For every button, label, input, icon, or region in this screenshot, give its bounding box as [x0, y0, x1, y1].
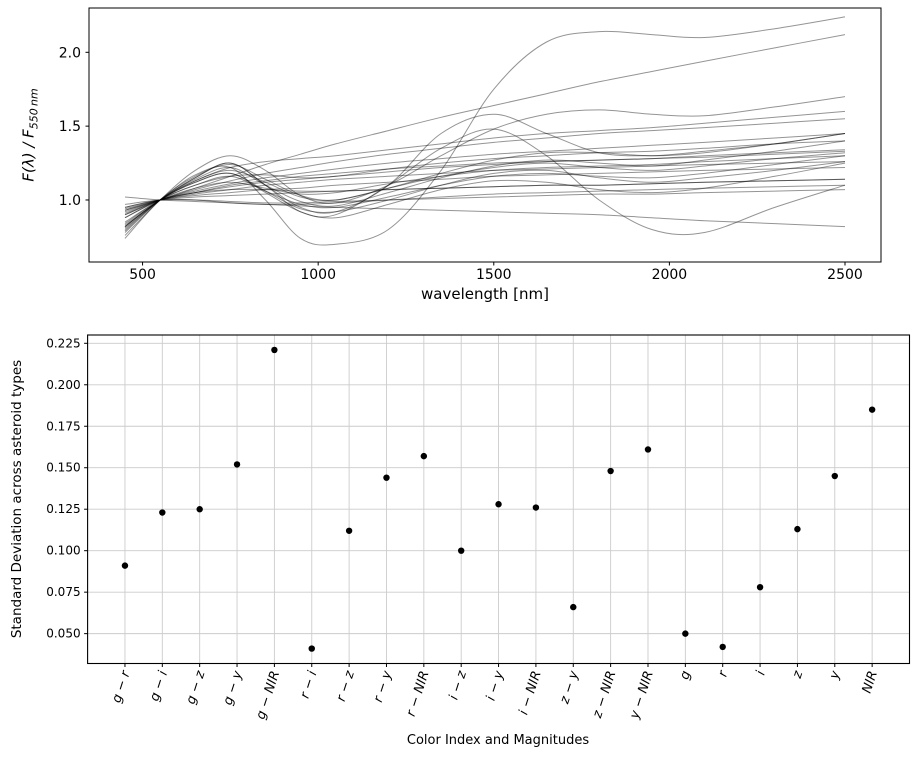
data-point [719, 643, 726, 651]
spectrum-line [124, 110, 846, 227]
spectrum-line [124, 128, 846, 236]
y-tick-label: 0.075 [46, 585, 80, 599]
spectra-chart: 500 1000 1500 2000 2500 1.0 1.5 2.0 [59, 7, 882, 283]
spectrum-line [124, 150, 846, 214]
top-ylabel-subscript: 550 nm [27, 88, 41, 130]
data-point [233, 461, 241, 468]
spectrum-line [124, 162, 846, 227]
spectrum-line [124, 113, 846, 233]
spectrum-line [124, 149, 846, 213]
x-tick-label: i − z [447, 668, 471, 702]
spectrum-line [124, 118, 846, 216]
y-tick-label: 0.225 [46, 336, 80, 350]
spectrum-line [124, 184, 846, 208]
x-tick-label: y − NIR [627, 669, 657, 722]
y-tick-label: 0.175 [46, 419, 80, 433]
data-point [495, 501, 502, 508]
spectrum-line [124, 152, 846, 230]
x-tick-label: 500 [129, 267, 156, 283]
x-tick-label: g − z [184, 668, 209, 706]
data-point [308, 645, 315, 652]
x-tick-label: g − NIR [253, 669, 283, 721]
bottom-chart-ylabel: Standard Deviation across asteroid types [9, 359, 25, 639]
y-tick-label: 1.0 [59, 193, 81, 209]
data-point [794, 525, 801, 533]
x-tick-label: g [677, 669, 694, 681]
spectrum-line [124, 178, 846, 208]
x-tick-label: 2000 [652, 267, 688, 283]
spectrum-line [124, 178, 846, 219]
x-tick-label: i − y [484, 669, 508, 703]
x-tick-label: r − z [334, 668, 358, 704]
top-plot-border [88, 7, 882, 263]
y-tick-label: 0.200 [46, 378, 80, 392]
x-tick-label: z − NIR [590, 669, 620, 721]
top-chart-xlabel: wavelength [nm] [421, 285, 549, 303]
y-tick-label: 0.125 [46, 502, 80, 516]
data-point [457, 547, 465, 554]
data-point [756, 583, 764, 591]
x-tick-label: 2500 [827, 267, 863, 283]
data-point [644, 446, 652, 453]
x-tick-label: r − i [298, 669, 321, 701]
spectrum-line [124, 196, 846, 228]
data-point [159, 509, 166, 516]
data-point [345, 527, 353, 534]
x-tick-label: 1000 [300, 267, 336, 283]
x-tick-label: i − NIR [516, 669, 544, 717]
stddev-scatter-chart: 0.050 0.075 0.100 0.125 0.150 0.175 0.200 0.225… [46, 334, 911, 722]
x-tick-label: g − r [109, 668, 134, 705]
spectrum-line [124, 96, 846, 236]
y-tick-label: 0.050 [46, 627, 80, 641]
data-point [682, 630, 689, 637]
y-tick-label: 0.150 [46, 461, 80, 475]
spectrum-line [124, 161, 846, 210]
spectrum-line [124, 133, 846, 216]
x-tick-label: y [827, 669, 844, 682]
spectrum-line [124, 167, 846, 211]
data-point [196, 506, 203, 513]
y-tick-label: 0.100 [46, 544, 80, 558]
top-chart-ylabel: F(λ) / F550 nm [20, 88, 41, 181]
data-point [271, 346, 278, 354]
x-tick-label: g − y [221, 669, 246, 707]
spectrum-line [124, 140, 846, 232]
x-tick-label: 1500 [476, 267, 512, 283]
top-ylabel-main: F(λ) / F [19, 129, 38, 182]
x-tick-label: z [790, 668, 807, 681]
spectrum-line [124, 155, 846, 219]
y-tick-label: 1.5 [59, 119, 81, 135]
data-point [831, 472, 838, 480]
bottom-chart-xlabel: Color Index and Magnitudes [406, 733, 590, 748]
x-tick-label: r − y [371, 669, 395, 705]
spectrum-line [124, 189, 846, 205]
x-tick-label: i [753, 669, 769, 677]
data-point [607, 467, 614, 475]
spectrum-line [124, 155, 846, 225]
data-point [570, 603, 577, 611]
x-tick-label: z − y [557, 669, 582, 707]
data-point [121, 562, 129, 569]
x-tick-label: g − i [147, 669, 171, 704]
spectrum-line [124, 34, 846, 211]
data-point [420, 452, 428, 460]
y-tick-label: 2.0 [59, 45, 81, 61]
spectrum-line [124, 16, 846, 246]
x-tick-label: r − NIR [404, 669, 433, 718]
data-point [532, 504, 540, 511]
x-tick-label: r [716, 668, 732, 679]
data-point [383, 474, 390, 481]
spectrum-line [124, 133, 846, 239]
x-tick-label: NIR [860, 669, 881, 695]
data-point [868, 406, 876, 413]
spectrum-line [124, 140, 846, 223]
spectrum-line [124, 161, 846, 227]
